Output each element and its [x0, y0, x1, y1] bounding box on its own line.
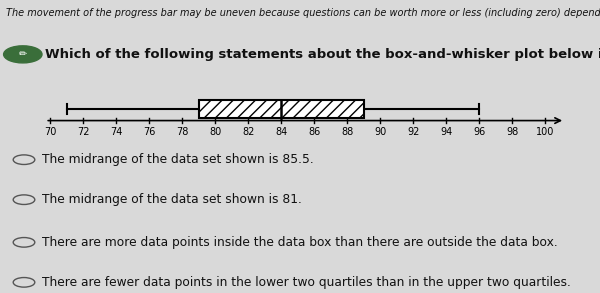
Text: There are fewer data points in the lower two quartiles than in the upper two qua: There are fewer data points in the lower… — [42, 276, 571, 289]
Text: 82: 82 — [242, 127, 254, 137]
Text: 78: 78 — [176, 127, 188, 137]
Text: There are more data points inside the data box than there are outside the data b: There are more data points inside the da… — [42, 236, 558, 249]
Text: 94: 94 — [440, 127, 452, 137]
Text: 74: 74 — [110, 127, 122, 137]
Circle shape — [4, 46, 42, 63]
Text: 96: 96 — [473, 127, 485, 137]
Text: 92: 92 — [407, 127, 419, 137]
Text: 84: 84 — [275, 127, 287, 137]
Text: 90: 90 — [374, 127, 386, 137]
Text: The movement of the progress bar may be uneven because questions can be worth mo: The movement of the progress bar may be … — [6, 8, 600, 18]
FancyBboxPatch shape — [199, 100, 364, 118]
Text: 86: 86 — [308, 127, 320, 137]
Text: 98: 98 — [506, 127, 518, 137]
Text: 70: 70 — [44, 127, 56, 137]
Text: 72: 72 — [77, 127, 89, 137]
Text: ✏: ✏ — [19, 49, 27, 59]
Text: The midrange of the data set shown is 81.: The midrange of the data set shown is 81… — [42, 193, 302, 206]
Text: The midrange of the data set shown is 85.5.: The midrange of the data set shown is 85… — [42, 153, 314, 166]
Text: 80: 80 — [209, 127, 221, 137]
Text: 76: 76 — [143, 127, 155, 137]
Text: 88: 88 — [341, 127, 353, 137]
Text: Which of the following statements about the box-and-whisker plot below is true?: Which of the following statements about … — [45, 48, 600, 61]
Text: 100: 100 — [536, 127, 554, 137]
